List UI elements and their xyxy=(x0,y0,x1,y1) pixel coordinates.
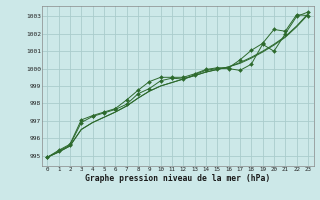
X-axis label: Graphe pression niveau de la mer (hPa): Graphe pression niveau de la mer (hPa) xyxy=(85,174,270,183)
